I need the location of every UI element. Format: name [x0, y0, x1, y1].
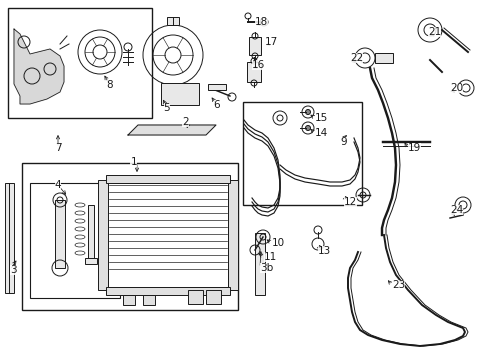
Text: 22: 22 [349, 53, 363, 63]
Text: 4: 4 [55, 180, 61, 190]
Text: 20: 20 [449, 83, 462, 93]
Text: 17: 17 [264, 37, 278, 47]
Polygon shape [128, 125, 216, 135]
Bar [22, 163, 238, 310]
Text: 18: 18 [254, 17, 268, 27]
Bar [243, 102, 361, 205]
Bar [207, 84, 225, 90]
Bar [123, 295, 135, 305]
Bar [227, 180, 238, 290]
Bar [108, 183, 227, 287]
Text: 19: 19 [407, 143, 420, 153]
Text: 12: 12 [343, 197, 357, 207]
Text: 2: 2 [182, 117, 189, 127]
Bar [161, 83, 199, 105]
Text: 9: 9 [339, 137, 346, 147]
Bar [374, 53, 392, 63]
Circle shape [305, 109, 310, 114]
Text: 13: 13 [317, 246, 330, 256]
Bar [88, 205, 94, 260]
Bar [246, 62, 261, 82]
Bar [5, 183, 14, 293]
Text: 14: 14 [314, 128, 327, 138]
Polygon shape [14, 29, 64, 104]
Text: 8: 8 [106, 80, 113, 90]
Bar [248, 37, 261, 55]
Text: 23: 23 [391, 280, 405, 290]
Bar [30, 183, 120, 298]
Bar [167, 17, 179, 25]
Bar [106, 175, 229, 183]
Text: 10: 10 [271, 238, 285, 248]
Text: 11: 11 [264, 252, 277, 262]
Text: 16: 16 [251, 60, 264, 70]
Bar [8, 8, 152, 118]
Text: 1: 1 [130, 157, 137, 167]
Bar [85, 258, 97, 264]
Text: 3b: 3b [260, 263, 273, 273]
Text: 24: 24 [449, 205, 462, 215]
Bar [205, 290, 221, 304]
Text: 5: 5 [163, 103, 170, 113]
Bar [106, 287, 229, 295]
Bar [98, 180, 108, 290]
Bar [55, 200, 65, 268]
Text: 21: 21 [427, 27, 440, 37]
Text: 6: 6 [213, 100, 220, 110]
Text: 3: 3 [10, 265, 17, 275]
Circle shape [305, 126, 310, 130]
Bar [142, 295, 155, 305]
Text: 7: 7 [55, 143, 61, 153]
Bar [254, 233, 264, 295]
Text: 15: 15 [314, 113, 327, 123]
Bar [187, 290, 203, 304]
